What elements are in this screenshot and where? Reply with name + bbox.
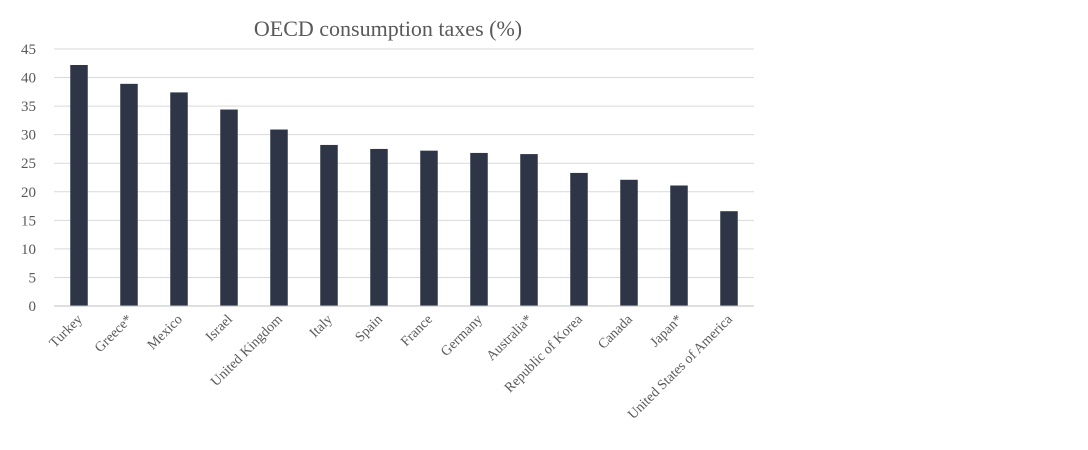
bar: [420, 150, 438, 306]
bar: [570, 172, 588, 306]
bar: [220, 109, 238, 306]
x-tick-label: Spain: [353, 312, 386, 345]
x-tick-label: Greece*: [92, 312, 136, 356]
bar: [320, 144, 338, 306]
bar: [370, 148, 388, 306]
bar: [120, 83, 138, 307]
bar: [170, 92, 188, 306]
bar: [720, 211, 738, 306]
y-tick-label: 35: [21, 99, 36, 115]
x-tick-label: Canada: [596, 312, 637, 353]
bar: [70, 64, 88, 306]
x-tick-label: Japan*: [648, 312, 686, 350]
bar: [670, 185, 688, 306]
bar: [470, 152, 488, 306]
y-tick-label: 0: [29, 299, 37, 315]
bars: [70, 64, 738, 307]
gridlines: [54, 48, 754, 278]
x-tick-label: Turkey: [47, 312, 86, 351]
chart-title: OECD consumption taxes (%): [254, 16, 522, 41]
y-tick-label: 45: [21, 42, 36, 58]
x-tick-label: Germany: [438, 312, 485, 359]
y-axis-tick-labels: 0 5 10 15 20 25 30 35 40 45: [21, 42, 36, 315]
y-tick-label: 25: [21, 156, 36, 172]
y-tick-label: 40: [21, 71, 36, 87]
y-tick-label: 10: [21, 242, 36, 258]
bar: [520, 154, 538, 306]
bar: [270, 129, 288, 306]
x-tick-label: United States of America: [625, 312, 736, 423]
y-tick-label: 5: [29, 270, 37, 286]
y-tick-label: 30: [21, 128, 36, 144]
bar: [620, 179, 638, 306]
x-tick-label: Australia*: [484, 312, 536, 364]
x-tick-label: France: [398, 312, 436, 350]
y-tick-label: 20: [21, 185, 36, 201]
x-tick-label: Italy: [307, 312, 336, 341]
x-tick-label: Israel: [203, 312, 236, 345]
x-tick-label: Mexico: [145, 312, 186, 353]
y-tick-label: 15: [21, 213, 36, 229]
